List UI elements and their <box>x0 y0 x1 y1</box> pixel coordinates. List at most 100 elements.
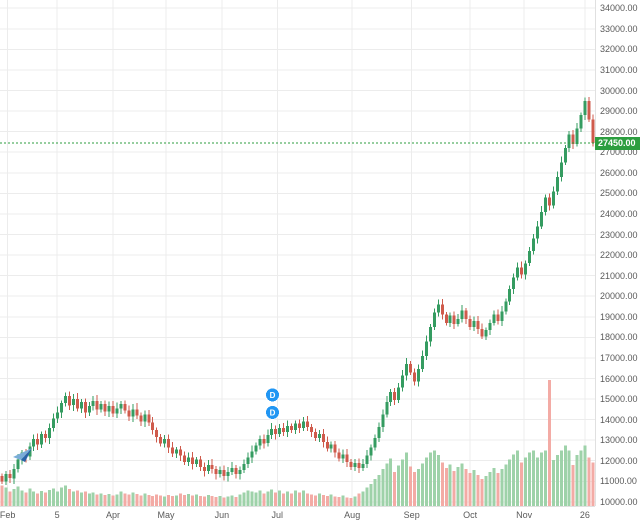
candle-body <box>214 469 218 475</box>
volume-bar <box>250 491 254 506</box>
price-tick-label: 14000.00 <box>600 414 638 425</box>
candle-body <box>488 322 492 331</box>
candle-body <box>64 396 67 404</box>
dividend-marker[interactable]: D <box>265 387 280 403</box>
candle-body <box>524 263 528 275</box>
candle-body <box>87 406 91 413</box>
volume-bar <box>345 497 349 506</box>
candle-body <box>123 404 127 411</box>
candle-body <box>401 375 405 388</box>
price-tick-label: 23000.00 <box>600 229 638 240</box>
price-tick-label: 29000.00 <box>600 106 638 117</box>
candle-body <box>500 311 504 321</box>
candle-body <box>194 459 198 464</box>
price-tick-label: 16000.00 <box>600 373 638 384</box>
candle-body <box>226 472 230 477</box>
candle-body <box>464 310 468 319</box>
candle-body <box>333 444 337 453</box>
candle-body <box>8 474 12 479</box>
volume-bar <box>36 493 40 506</box>
volume-bar <box>520 462 524 506</box>
candle-body <box>242 463 246 470</box>
candle-body <box>159 437 163 444</box>
volume-bar <box>571 464 575 506</box>
watermark-logo-icon <box>13 448 32 462</box>
volume-bar <box>551 460 555 506</box>
candle-body <box>4 474 8 482</box>
dividend-marker[interactable]: D <box>265 404 280 420</box>
candle-body <box>373 438 377 448</box>
volume-bar <box>321 494 325 506</box>
candle-body <box>91 401 95 407</box>
candle-body <box>32 439 36 447</box>
candle-body <box>198 459 202 467</box>
volume-bar <box>365 487 369 506</box>
price-tick-label: 27000.00 <box>600 147 638 158</box>
volume-bar <box>194 494 198 506</box>
candle-body <box>286 425 290 432</box>
candle-body <box>496 314 500 321</box>
time-tick-label: 26 <box>579 510 590 520</box>
price-tick-label: 28000.00 <box>600 126 638 137</box>
price-tick-label: 26000.00 <box>600 167 638 178</box>
volume-bar <box>579 450 583 506</box>
volume-bar <box>254 492 258 506</box>
volume-bar <box>286 491 290 506</box>
price-axis[interactable]: 34000.00 33000.00 32000.00 31000.00 30000.00… <box>595 0 640 506</box>
volume-bar <box>206 494 210 506</box>
candle-body <box>167 439 171 448</box>
candle-body <box>151 422 155 430</box>
volume-bar <box>87 493 91 506</box>
candle-body <box>532 238 535 251</box>
candle-body <box>365 455 369 464</box>
volume-bar <box>127 494 131 506</box>
volume-bar <box>563 445 567 506</box>
candle-body <box>357 462 361 468</box>
price-tick-label: 24000.00 <box>600 208 638 219</box>
candle-body <box>222 470 226 477</box>
candle-body <box>135 409 139 416</box>
candle-body <box>405 364 409 376</box>
candle-body <box>484 330 488 337</box>
volume-bar <box>583 445 587 506</box>
volume-bar <box>258 490 262 506</box>
volume-bar <box>218 495 222 506</box>
volume-bar <box>123 493 127 506</box>
candle-body <box>492 314 496 323</box>
volume-bar <box>302 490 305 506</box>
candle-body <box>186 457 190 462</box>
candle-body <box>266 435 270 444</box>
volume-bar <box>290 493 294 506</box>
candle-body <box>139 415 143 422</box>
volume-bar <box>159 495 163 506</box>
time-axis[interactable]: Feb 5 Apr May Jun Jul Aug Sep Oct Nov 26 <box>0 506 595 522</box>
candle-body <box>337 452 341 459</box>
candle-body <box>60 403 63 413</box>
time-tick-label: Apr <box>105 510 121 520</box>
candle-body <box>52 418 56 428</box>
price-tick-label: 11000.00 <box>600 476 637 487</box>
volume-bar <box>20 490 24 506</box>
candle-body <box>508 289 512 302</box>
volume-bar <box>512 454 516 506</box>
candle-body <box>270 428 274 436</box>
candlestick-chart[interactable]: DD <box>0 0 595 506</box>
candle-body <box>325 442 329 449</box>
price-tick-label: 32000.00 <box>600 44 638 55</box>
candle-body <box>127 410 131 417</box>
volume-bar <box>448 464 452 506</box>
candle-body <box>67 396 71 406</box>
candle-body <box>587 100 591 120</box>
volume-bar <box>238 494 242 506</box>
candle-body <box>179 449 182 456</box>
volume-bar <box>555 455 559 506</box>
candle-body <box>369 447 373 456</box>
candle-body <box>421 355 424 370</box>
candle-body <box>571 134 575 144</box>
volume-bar <box>16 486 20 506</box>
candle-body <box>131 409 135 417</box>
volume-bar <box>444 468 448 506</box>
price-tick-label: 19000.00 <box>600 311 638 322</box>
candle-body <box>40 434 44 445</box>
price-tick-label: 21000.00 <box>600 270 638 281</box>
